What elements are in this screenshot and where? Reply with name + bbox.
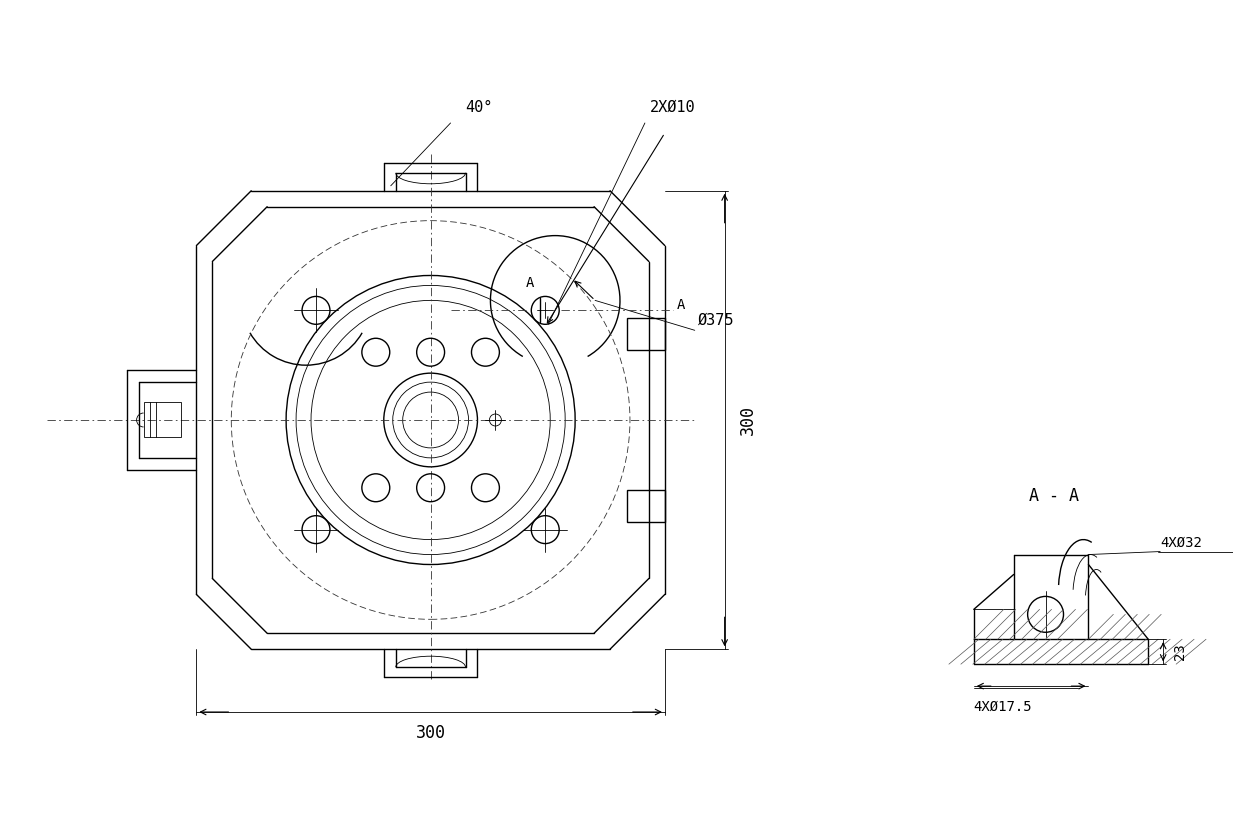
Bar <box>627 318 664 350</box>
Bar <box>143 402 182 437</box>
Text: 300: 300 <box>739 405 757 435</box>
Text: 2XØ10: 2XØ10 <box>650 100 695 115</box>
Text: 300: 300 <box>416 724 446 742</box>
Text: 4XØ17.5: 4XØ17.5 <box>974 700 1032 714</box>
Text: A: A <box>526 276 535 291</box>
Text: 4XØ32: 4XØ32 <box>1160 535 1202 549</box>
Text: A: A <box>677 298 685 312</box>
Text: 40°: 40° <box>466 100 493 115</box>
Text: A - A: A - A <box>1029 487 1078 504</box>
Text: 23: 23 <box>1173 643 1187 660</box>
Bar <box>627 490 664 522</box>
Text: Ø375: Ø375 <box>698 312 735 327</box>
